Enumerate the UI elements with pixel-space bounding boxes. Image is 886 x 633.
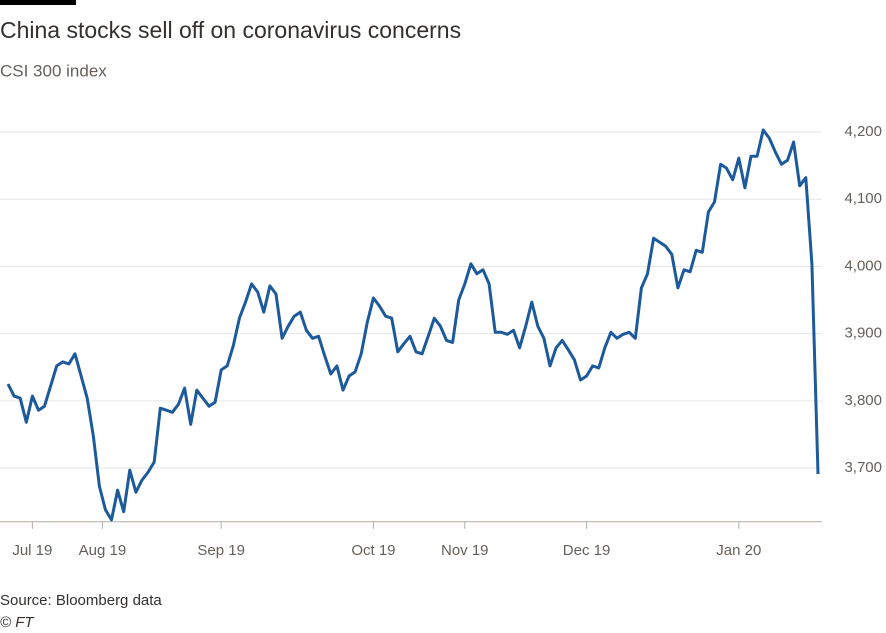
y-tick-label: 3,700 <box>844 459 882 476</box>
y-tick-label: 3,800 <box>844 392 882 409</box>
x-tick-label: Jan 20 <box>716 542 761 559</box>
x-tick-label: Aug 19 <box>79 542 127 559</box>
y-tick-label: 4,100 <box>844 190 882 207</box>
y-tick-label: 4,000 <box>844 257 882 274</box>
ft-bar <box>0 0 76 5</box>
y-tick-label: 4,200 <box>844 123 882 140</box>
x-tick-label: Nov 19 <box>441 542 489 559</box>
source: Source: Bloomberg data <box>0 592 162 609</box>
x-tick-label: Dec 19 <box>563 542 611 559</box>
x-tick-label: Oct 19 <box>351 542 395 559</box>
x-tick-label: Jul 19 <box>12 542 52 559</box>
line <box>6 128 820 522</box>
chart-subtitle: CSI 300 index <box>0 61 107 80</box>
x-tick-label: Sep 19 <box>197 542 245 559</box>
chart-title: China stocks sell off on coronavirus con… <box>0 17 461 43</box>
y-tick-label: 3,900 <box>844 325 882 342</box>
credit: © FT <box>0 614 35 631</box>
